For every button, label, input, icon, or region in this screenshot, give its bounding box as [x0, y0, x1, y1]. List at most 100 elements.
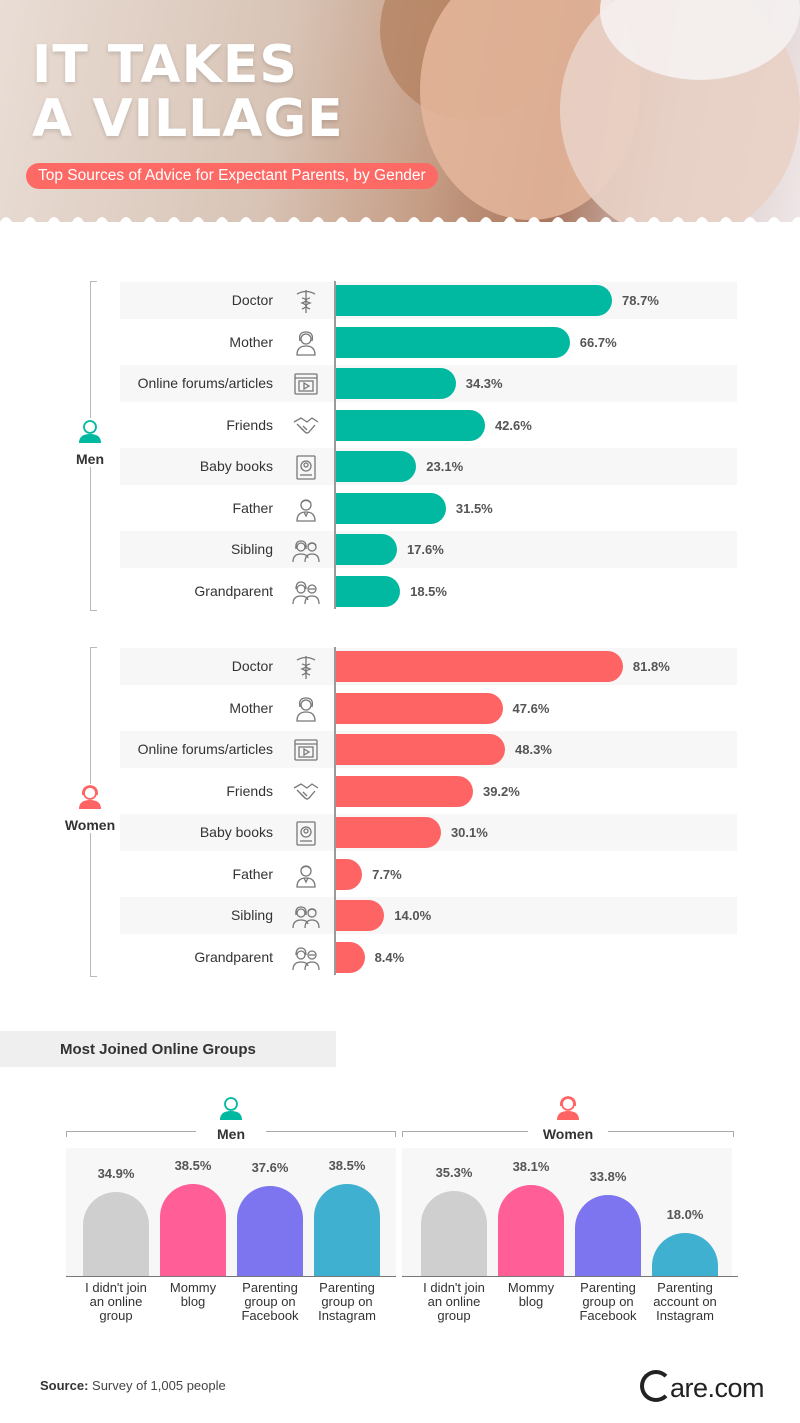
value-label: 78.7% — [622, 293, 659, 308]
bar — [335, 368, 456, 399]
page-title: IT TAKES A VILLAGE — [32, 38, 344, 146]
father-icon — [296, 864, 316, 888]
caduceus-icon — [296, 290, 316, 313]
bar — [335, 409, 485, 441]
group-category-label: I didn't join an online group — [85, 1280, 147, 1323]
category-label: Friends — [226, 416, 273, 433]
bar — [335, 651, 623, 682]
siblings-icon — [292, 906, 320, 929]
bar — [335, 775, 473, 807]
chart-row: Online forums/articles 34.3% — [120, 365, 737, 402]
mother-icon — [296, 696, 316, 722]
group-value-label: 34.9% — [97, 1166, 135, 1182]
group-value-label: 35.3% — [435, 1165, 473, 1181]
value-label: 23.1% — [426, 459, 464, 474]
category-label: Doctor — [231, 292, 273, 308]
group-value-label: 37.6% — [251, 1159, 289, 1175]
chart-row: Father 31.5% — [120, 490, 737, 527]
caduceus-icon — [296, 656, 316, 679]
group-bar — [575, 1194, 641, 1276]
women-group-label: Women — [60, 784, 120, 833]
bar — [335, 534, 397, 565]
category-label: Online forums/articles — [137, 741, 273, 757]
source-label: Source: — [40, 1378, 89, 1393]
women-label: Women — [64, 817, 116, 833]
chart-row: Father 7.7% — [120, 856, 737, 893]
women-groups-baseline — [402, 1276, 738, 1277]
men-label: Men — [76, 451, 104, 467]
women-axis — [334, 647, 336, 975]
group-category-label: Parenting account on Instagram — [653, 1280, 717, 1323]
group-bar — [83, 1192, 149, 1276]
web-video-icon — [294, 373, 318, 395]
man-icon — [79, 420, 101, 443]
category-label: Mother — [229, 699, 273, 716]
group-value-label: 38.5% — [174, 1157, 212, 1173]
rule-tick — [66, 1131, 67, 1137]
bar — [335, 858, 363, 890]
category-label: Sibling — [230, 541, 273, 557]
group-value-label: 18.0% — [666, 1206, 704, 1222]
chart-row: Doctor 78.7% — [120, 282, 737, 319]
group-bar — [314, 1183, 380, 1276]
men-groups-label: Men — [196, 1126, 266, 1142]
group-value-label: 33.8% — [589, 1168, 627, 1184]
men-groups-baseline — [66, 1276, 396, 1277]
logo-c-icon — [640, 1370, 672, 1402]
category-label: Baby books — [199, 458, 273, 474]
category-label: Online forums/articles — [137, 375, 273, 391]
category-label: Grandparent — [194, 948, 273, 965]
category-label: Baby books — [199, 824, 273, 840]
handshake-icon — [293, 416, 319, 434]
group-category-label: Parenting group on Facebook — [579, 1280, 637, 1323]
category-label: Doctor — [231, 658, 273, 674]
rule-tick — [733, 1131, 734, 1137]
father-icon — [296, 498, 316, 522]
bar — [335, 900, 385, 931]
chart-row: Friends 42.6% — [120, 407, 737, 444]
value-label: 30.1% — [450, 825, 488, 840]
group-category-label: Parenting group on Facebook — [241, 1280, 299, 1323]
chart-row: Sibling 17.6% — [120, 531, 737, 568]
bar — [335, 734, 506, 765]
mother-icon — [296, 330, 316, 356]
women-groups-label: Women — [528, 1126, 608, 1142]
value-label: 14.0% — [394, 908, 432, 923]
value-label: 48.3% — [515, 742, 552, 757]
bar — [335, 285, 613, 316]
baby-book-icon — [296, 455, 316, 480]
man-icon — [220, 1097, 242, 1120]
value-label: 8.4% — [374, 949, 405, 965]
handshake-icon — [293, 782, 319, 800]
value-label: 81.8% — [632, 659, 670, 674]
value-label: 18.5% — [410, 583, 447, 599]
source-text: Survey of 1,005 people — [92, 1378, 226, 1393]
siblings-icon — [292, 540, 320, 563]
chart-row: Mother 47.6% — [120, 690, 737, 727]
value-label: 7.7% — [372, 866, 402, 882]
title-line-2: A VILLAGE — [32, 89, 344, 149]
bar — [335, 326, 570, 358]
group-bar — [421, 1191, 487, 1276]
category-label: Friends — [226, 782, 273, 799]
chart-row: Sibling 14.0% — [120, 897, 737, 934]
woman-icon — [557, 1096, 579, 1120]
groups-title-box: Most Joined Online Groups — [0, 1031, 336, 1067]
care-logo: are.com — [640, 1370, 765, 1404]
baby-book-icon — [296, 821, 316, 846]
group-value-label: 38.1% — [512, 1158, 550, 1174]
group-category-label: Parenting group on Instagram — [318, 1280, 376, 1323]
bar — [335, 692, 503, 724]
value-label: 34.3% — [465, 376, 503, 391]
group-category-label: I didn't join an online group — [423, 1280, 485, 1323]
groups-title: Most Joined Online Groups — [60, 1041, 256, 1058]
men-groups-header: Men — [196, 1095, 266, 1142]
group-category-label: Mommy blog — [169, 1280, 217, 1309]
group-bar — [160, 1183, 226, 1276]
men-group-label: Men — [60, 418, 120, 467]
bar — [335, 451, 417, 482]
women-groups-header: Women — [528, 1095, 608, 1142]
wave-divider — [0, 217, 800, 238]
group-bar — [237, 1185, 303, 1276]
hero-banner: IT TAKES A VILLAGE Top Sources of Advice… — [0, 0, 800, 222]
